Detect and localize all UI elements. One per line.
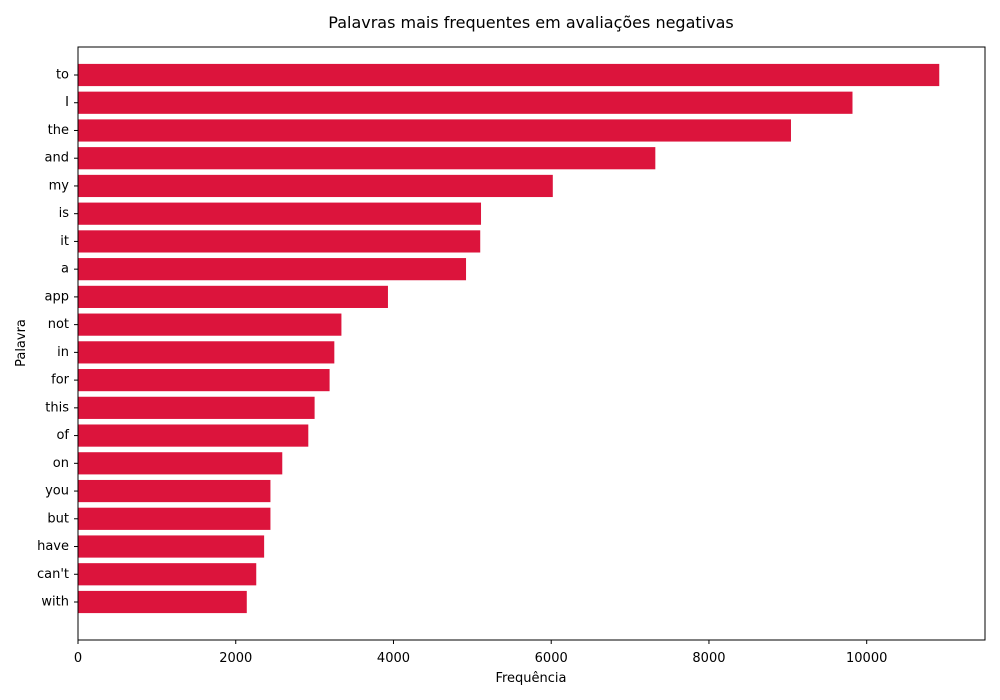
x-axis-label: Frequência <box>495 671 566 686</box>
bar-my <box>78 174 553 198</box>
x-tick-label: 0 <box>74 651 82 666</box>
bar-is <box>78 202 482 225</box>
y-tick-label: my <box>49 178 70 193</box>
y-tick-label: app <box>45 289 69 304</box>
bar-you <box>78 479 271 503</box>
x-tick-label: 10000 <box>846 651 887 666</box>
y-tick-label: I <box>65 95 69 110</box>
y-tick-label: have <box>37 539 69 554</box>
bar-for <box>78 369 330 392</box>
y-axis-label: Palavra <box>14 319 29 367</box>
y-tick-label: it <box>60 234 69 249</box>
bar-the <box>78 119 791 142</box>
x-tick-label: 8000 <box>692 651 725 666</box>
y-tick-label: a <box>61 262 69 277</box>
x-tick-label: 2000 <box>219 651 252 666</box>
y-tick-label: to <box>56 68 69 83</box>
bar-this <box>78 396 315 419</box>
bar-not <box>78 313 342 336</box>
chart-title: Palavras mais frequentes em avaliações n… <box>328 13 733 32</box>
bar-a <box>78 258 467 281</box>
y-tick-label: with <box>41 595 69 610</box>
x-axis-ticks: 0 2000 4000 6000 8000 10000 <box>74 640 887 666</box>
bar-of <box>78 424 309 447</box>
bar-but <box>78 507 271 530</box>
y-tick-label: the <box>48 123 69 138</box>
y-tick-label: and <box>45 151 69 166</box>
bar-and <box>78 147 656 170</box>
y-tick-label: you <box>45 484 69 499</box>
y-tick-label: for <box>51 373 70 388</box>
y-tick-label: on <box>53 456 69 471</box>
bar-have <box>78 535 265 558</box>
bar-in <box>78 341 335 364</box>
y-tick-label: in <box>57 345 69 360</box>
y-tick-label: but <box>47 511 69 526</box>
bar-cant <box>78 563 257 586</box>
y-tick-label: this <box>45 400 69 415</box>
bar-app <box>78 285 388 308</box>
bar-i <box>78 91 853 114</box>
y-tick-label: of <box>56 428 69 443</box>
x-tick-label: 4000 <box>377 651 410 666</box>
plot-area-frame <box>77 46 986 641</box>
y-tick-label: is <box>59 206 70 221</box>
bar-on <box>78 452 283 475</box>
y-tick-label: not <box>48 317 69 332</box>
x-tick-label: 6000 <box>535 651 568 666</box>
y-tick-label: can't <box>37 567 69 582</box>
bar-it <box>78 230 481 253</box>
bar-to <box>78 63 940 87</box>
bars-group <box>78 63 940 614</box>
bar-with <box>78 590 247 614</box>
